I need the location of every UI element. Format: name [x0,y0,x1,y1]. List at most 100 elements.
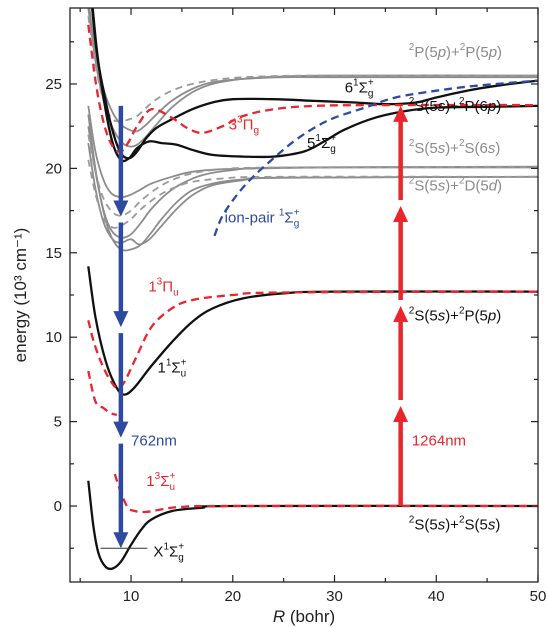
label-part: 2 [409,305,415,316]
y-axis-title: energy (10³ cm⁻¹) [11,228,30,363]
label-2s5s-2s5s: 2S(5s)+2S(5s) [409,515,501,534]
label-part: g [330,144,336,155]
label-part: ) [495,140,500,157]
label-part: p [437,44,446,61]
label-51sg: 51Σg+ [307,133,336,155]
y-tick-label: 20 [45,160,62,177]
label-part: ) [496,98,501,115]
label-part: )+ [445,140,459,157]
label-part: 2 [460,42,466,53]
label-part: X [153,544,163,561]
label-part: )+ [445,98,459,115]
label-part: 2 [409,138,415,149]
label-part: g [253,126,259,137]
arrow-head [113,532,129,549]
y-tick-label: 15 [45,245,62,262]
label-part: s [488,517,496,534]
label-part: + [169,471,175,482]
label-part: 1 [148,279,156,296]
label-61sg: 61Σg+ [345,77,374,99]
label-part: )+ [445,517,459,534]
series-X1Sg [87,480,538,571]
label-part: s [438,307,446,324]
label-part: S(5 [414,517,437,534]
label-762nm: 762nm [131,432,177,449]
series-ion-pair [213,79,538,237]
label-part: 5 [307,135,315,152]
series-33Pg [87,24,538,153]
label-part: ) [497,44,502,61]
y-tick-label: 25 [45,76,62,93]
label-part: Π [243,117,254,134]
label-part: D(5 [465,177,489,194]
label-part: 2 [409,42,415,53]
label-part: P(5 [465,44,488,61]
label-part: g [178,553,184,564]
label-part: S(6 [465,140,488,157]
label-13su: 13Σu+ [146,471,175,493]
x-tick-label: 40 [428,588,445,605]
label-part: ion-pair [225,209,279,226]
label-part: d [489,177,498,194]
label-part: + [294,207,300,218]
y-tick-label: 0 [54,498,62,515]
label-part: u [169,482,175,493]
y-tick-label: 5 [54,414,62,431]
label-33pg: 33Πg [229,115,259,137]
arrow-head [113,421,129,438]
label-part: ) [495,517,500,534]
label-part: S(5 [414,98,437,115]
label-x1sg: X1Σg+ [153,542,184,564]
series-13Pu [87,290,538,390]
label-part: p [488,44,497,61]
label-part: 2 [459,305,465,316]
label-part: s [488,140,496,157]
label-part: g [294,218,300,229]
label-part: 6 [345,79,353,96]
label-part: 1 [353,77,359,88]
x-axis-title-unit: (bohr) [285,607,335,626]
label-part: S(5 [414,177,437,194]
x-tick-label: 30 [326,588,343,605]
x-axis-title-italic: R [273,607,285,626]
label-2s5s-2p6p: 2S(5s)+2P(6p) [409,96,501,115]
series-13Su [113,473,538,514]
label-part: 1 [163,542,169,553]
label-part: S(5 [414,140,437,157]
series-gray-5d-2 [87,142,538,246]
label-part: )+ [445,307,459,324]
label-part: 1 [166,358,172,369]
label-part: 2 [409,515,415,526]
label-part: 3 [237,115,243,126]
label-part: 1264nm [412,432,466,449]
arrow-head [393,105,409,122]
label-2s5s-2s6s: 2S(5s)+2S(6s) [409,138,501,157]
label-part: Σ [321,135,330,152]
curves-layer [87,8,538,571]
label-part: s [438,177,446,194]
label-13pu: 13Πu [148,277,178,299]
series-61Sg [90,8,538,160]
label-part: + [181,358,187,369]
label-part: P(5 [465,307,488,324]
arrows-layer [113,105,409,549]
plot-frame [69,7,539,583]
series-red-lower-dash [87,370,118,417]
label-part: Σ [359,79,368,96]
labels-layer: 2P(5p)+2P(5p)61Σg+2S(5s)+2P(6p)33Πg51Σg+… [131,42,502,564]
label-part: 2 [459,175,465,186]
label-part: u [181,369,187,380]
label-part: Π [162,279,173,296]
label-11su: 11Σu+ [157,358,186,380]
label-part: + [330,133,336,144]
label-part: g [368,88,374,99]
series-gray-5d-dash [87,159,538,229]
label-part: 1 [146,473,154,490]
label-part: 2 [459,138,465,149]
label-part: s [438,140,446,157]
label-part: p [487,307,496,324]
label-part: + [178,542,184,553]
label-part: 3 [229,117,237,134]
